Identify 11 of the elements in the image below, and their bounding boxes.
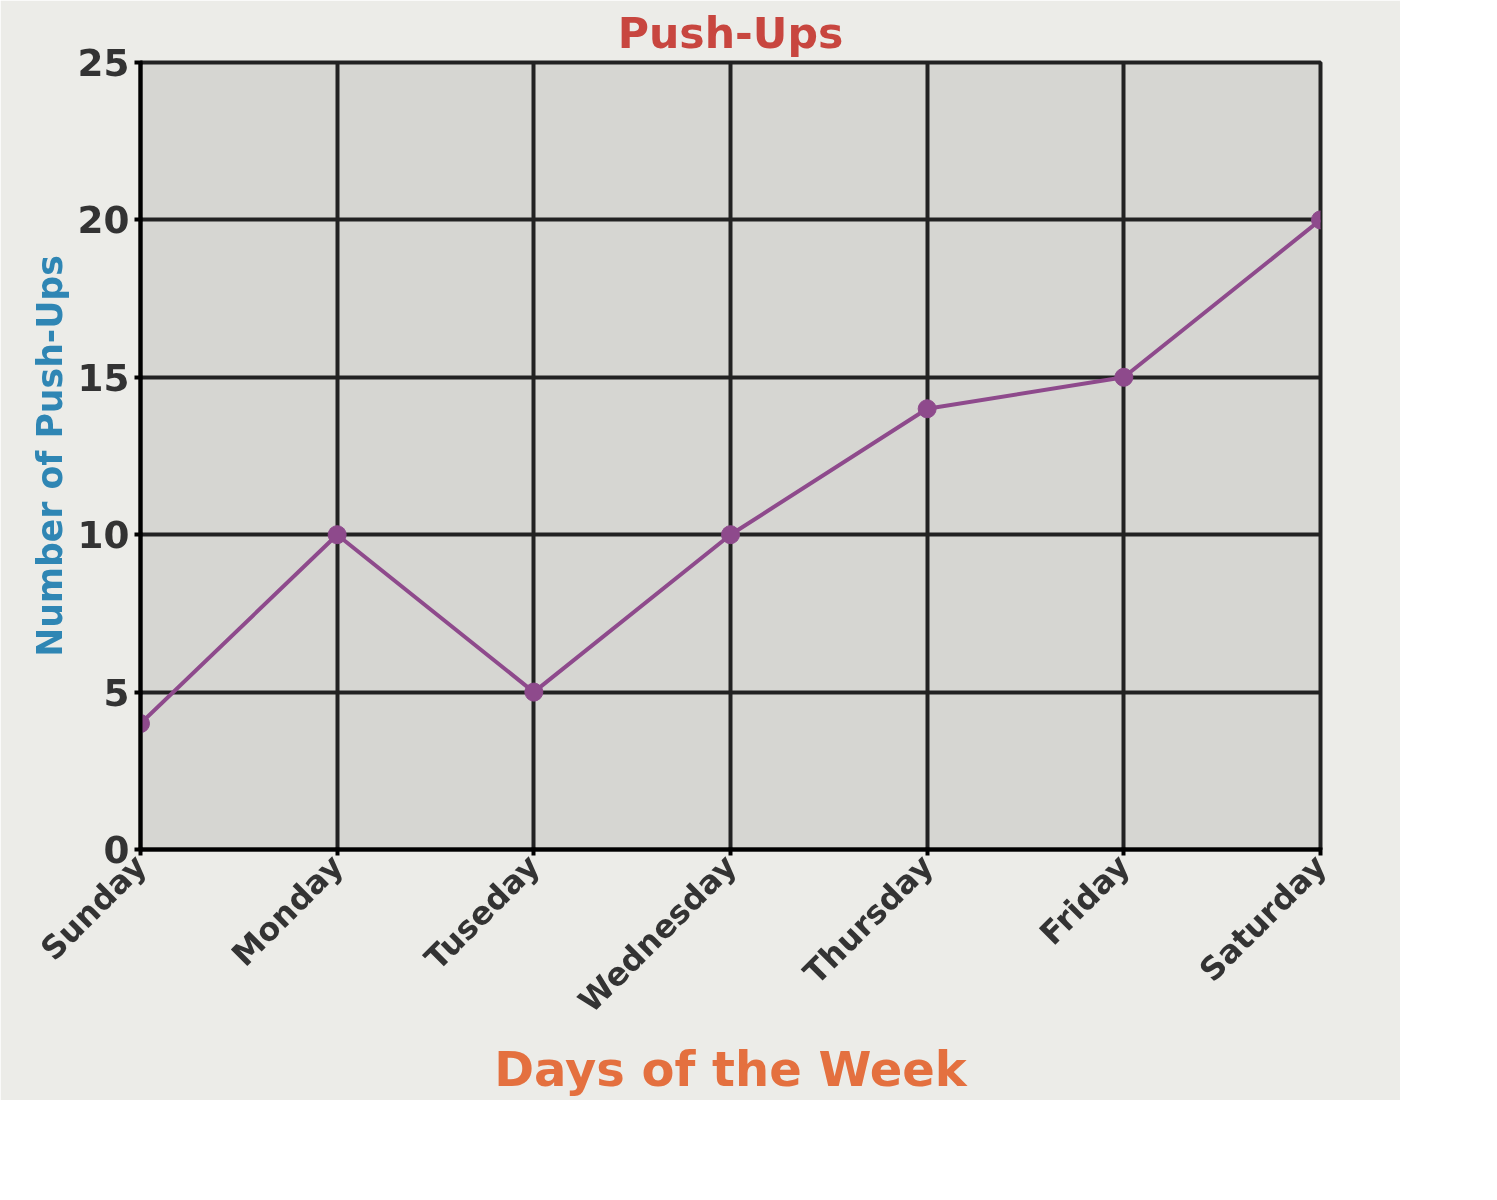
y-tick-label: 5 [103, 670, 130, 715]
point [721, 525, 740, 545]
y-tick-label: 10 [77, 513, 130, 558]
y-axis-title: Number of Push-Ups [29, 255, 70, 657]
y-tick-label: 15 [77, 355, 130, 400]
point [524, 682, 544, 702]
x-axis-title: Days of the Week [494, 1041, 968, 1098]
y-tick-label: 20 [77, 198, 130, 243]
chart-title: Push-Ups [617, 7, 844, 58]
point [917, 399, 937, 419]
y-tick-label: 25 [77, 41, 130, 85]
